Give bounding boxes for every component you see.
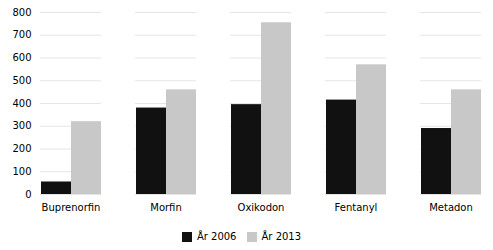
svg-text:400: 400 xyxy=(12,98,31,109)
svg-text:800: 800 xyxy=(12,7,31,18)
svg-text:Buprenorfin: Buprenorfin xyxy=(42,202,101,213)
svg-text:300: 300 xyxy=(12,120,31,131)
svg-text:Fentanyl: Fentanyl xyxy=(335,202,378,213)
svg-text:700: 700 xyxy=(12,29,31,40)
svg-text:Metadon: Metadon xyxy=(429,202,473,213)
svg-text:100: 100 xyxy=(12,166,31,177)
svg-text:500: 500 xyxy=(12,75,31,86)
svg-text:600: 600 xyxy=(12,52,31,63)
svg-text:Oxikodon: Oxikodon xyxy=(238,202,285,213)
svg-text:Morfin: Morfin xyxy=(150,202,182,213)
svg-text:200: 200 xyxy=(12,143,31,154)
svg-text:0: 0 xyxy=(25,189,31,200)
html-text:År 2006: År 2006 xyxy=(196,231,237,242)
html-text:År 2013: År 2013 xyxy=(261,231,302,242)
